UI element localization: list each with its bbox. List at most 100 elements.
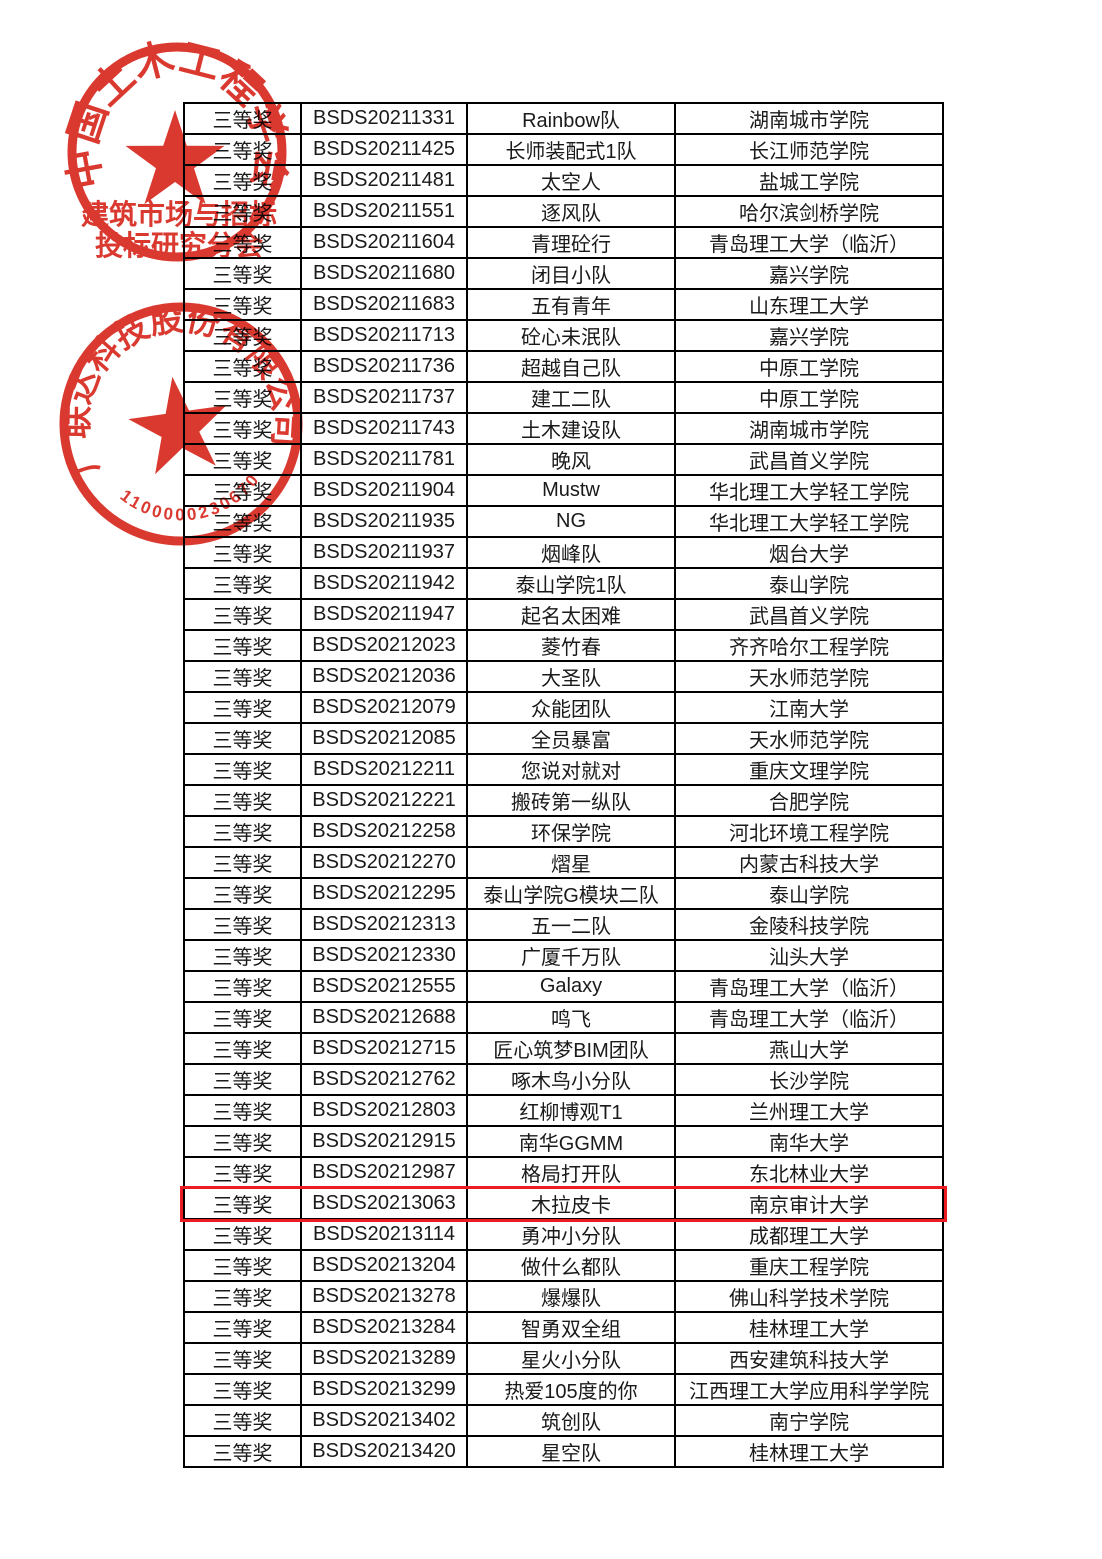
cell-school: 华北理工大学轻工学院 [674, 474, 944, 507]
cell-school: 烟台大学 [674, 536, 944, 569]
cell-team: 土木建设队 [466, 412, 676, 445]
cell-registration_id: BSDS20212258 [300, 815, 468, 848]
cell-school: 南华大学 [674, 1125, 944, 1158]
cell-school: 合肥学院 [674, 784, 944, 817]
cell-school: 桂林理工大学 [674, 1311, 944, 1344]
cell-registration_id: BSDS20211425 [300, 133, 468, 166]
cell-school: 天水师范学院 [674, 660, 944, 693]
cell-school: 泰山学院 [674, 877, 944, 910]
cell-award: 三等奖 [183, 660, 302, 693]
cell-team: 五一二队 [466, 908, 676, 941]
cell-school: 汕头大学 [674, 939, 944, 972]
cell-school: 中原工学院 [674, 381, 944, 414]
table-row: 三等奖 BSDS20212023 菱竹春 齐齐哈尔工程学院 [183, 629, 944, 662]
cell-school: 长沙学院 [674, 1063, 944, 1096]
cell-award: 三等奖 [183, 412, 302, 445]
cell-registration_id: BSDS20213420 [300, 1435, 468, 1468]
table-row: 三等奖 BSDS20212688 鸣飞 青岛理工大学（临沂） [183, 1001, 944, 1034]
table-row: 三等奖 BSDS20211680 闭目小队 嘉兴学院 [183, 257, 944, 290]
cell-school: 兰州理工大学 [674, 1094, 944, 1127]
cell-award: 三等奖 [183, 381, 302, 414]
table-row: 三等奖 BSDS20211481 太空人 盐城工学院 [183, 164, 944, 197]
cell-school: 嘉兴学院 [674, 319, 944, 352]
table-row: 三等奖 BSDS20213204 做什么都队 重庆工程学院 [183, 1249, 944, 1282]
cell-award: 三等奖 [183, 536, 302, 569]
table-row: 三等奖 BSDS20212330 广厦千万队 汕头大学 [183, 939, 944, 972]
cell-award: 三等奖 [183, 970, 302, 1003]
cell-team: 搬砖第一纵队 [466, 784, 676, 817]
cell-registration_id: BSDS20211947 [300, 598, 468, 631]
cell-registration_id: BSDS20212555 [300, 970, 468, 1003]
cell-team: 筑创队 [466, 1404, 676, 1437]
cell-school: 盐城工学院 [674, 164, 944, 197]
table-row: 三等奖 BSDS20212211 您说对就对 重庆文理学院 [183, 753, 944, 786]
cell-award: 三等奖 [183, 1404, 302, 1437]
cell-registration_id: BSDS20213299 [300, 1373, 468, 1406]
cell-award: 三等奖 [183, 1373, 302, 1406]
cell-award: 三等奖 [183, 1187, 302, 1220]
cell-registration_id: BSDS20211680 [300, 257, 468, 290]
cell-team: 逐风队 [466, 195, 676, 228]
cell-team: 做什么都队 [466, 1249, 676, 1282]
cell-school: 佛山科学技术学院 [674, 1280, 944, 1313]
cell-team: 热爱105度的你 [466, 1373, 676, 1406]
cell-school: 燕山大学 [674, 1032, 944, 1065]
cell-registration_id: BSDS20212079 [300, 691, 468, 724]
cell-school: 西安建筑科技大学 [674, 1342, 944, 1375]
cell-registration_id: BSDS20212330 [300, 939, 468, 972]
cell-team: 广厦千万队 [466, 939, 676, 972]
cell-team: 青理砼行 [466, 226, 676, 259]
table-row: 三等奖 BSDS20211904 Mustw 华北理工大学轻工学院 [183, 474, 944, 507]
cell-award: 三等奖 [183, 784, 302, 817]
cell-award: 三等奖 [183, 1032, 302, 1065]
table-row: 三等奖 BSDS20212915 南华GGMM 南华大学 [183, 1125, 944, 1158]
cell-registration_id: BSDS20212803 [300, 1094, 468, 1127]
cell-school: 河北环境工程学院 [674, 815, 944, 848]
cell-award: 三等奖 [183, 474, 302, 507]
cell-school: 南京审计大学 [674, 1187, 944, 1220]
cell-registration_id: BSDS20211904 [300, 474, 468, 507]
table-row: 三等奖 BSDS20212555 Galaxy 青岛理工大学（临沂） [183, 970, 944, 1003]
cell-team: 建工二队 [466, 381, 676, 414]
cell-award: 三等奖 [183, 1311, 302, 1344]
cell-team: 五有青年 [466, 288, 676, 321]
cell-registration_id: BSDS20212762 [300, 1063, 468, 1096]
table-row: 三等奖 BSDS20213289 星火小分队 西安建筑科技大学 [183, 1342, 944, 1375]
cell-award: 三等奖 [183, 722, 302, 755]
cell-team: 木拉皮卡 [466, 1187, 676, 1220]
cell-registration_id: BSDS20212987 [300, 1156, 468, 1189]
table-row: 三等奖 BSDS20211937 烟峰队 烟台大学 [183, 536, 944, 569]
table-row: 三等奖 BSDS20211781 晚风 武昌首义学院 [183, 443, 944, 476]
cell-team: 晚风 [466, 443, 676, 476]
table-row: 三等奖 BSDS20213420 星空队 桂林理工大学 [183, 1435, 944, 1468]
cell-team: 烟峰队 [466, 536, 676, 569]
cell-award: 三等奖 [183, 288, 302, 321]
cell-award: 三等奖 [183, 102, 302, 135]
cell-registration_id: BSDS20211713 [300, 319, 468, 352]
cell-award: 三等奖 [183, 1342, 302, 1375]
cell-registration_id: BSDS20212915 [300, 1125, 468, 1158]
cell-school: 武昌首义学院 [674, 598, 944, 631]
cell-team: Mustw [466, 474, 676, 507]
cell-school: 江西理工大学应用科学学院 [674, 1373, 944, 1406]
cell-award: 三等奖 [183, 1435, 302, 1468]
cell-registration_id: BSDS20212085 [300, 722, 468, 755]
cell-team: 红柳博观T1 [466, 1094, 676, 1127]
cell-award: 三等奖 [183, 133, 302, 166]
cell-team: 勇冲小分队 [466, 1218, 676, 1251]
table-row: 三等奖 BSDS20211683 五有青年 山东理工大学 [183, 288, 944, 321]
cell-award: 三等奖 [183, 195, 302, 228]
table-row: 三等奖 BSDS20212079 众能团队 江南大学 [183, 691, 944, 724]
cell-school: 泰山学院 [674, 567, 944, 600]
cell-registration_id: BSDS20212211 [300, 753, 468, 786]
cell-registration_id: BSDS20213114 [300, 1218, 468, 1251]
cell-school: 华北理工大学轻工学院 [674, 505, 944, 538]
cell-award: 三等奖 [183, 350, 302, 383]
table-row: 三等奖 BSDS20212313 五一二队 金陵科技学院 [183, 908, 944, 941]
cell-team: 星火小分队 [466, 1342, 676, 1375]
table-row: 三等奖 BSDS20212036 大圣队 天水师范学院 [183, 660, 944, 693]
cell-team: 泰山学院G模块二队 [466, 877, 676, 910]
cell-school: 青岛理工大学（临沂） [674, 970, 944, 1003]
table-row: 三等奖 BSDS20211736 超越自己队 中原工学院 [183, 350, 944, 383]
